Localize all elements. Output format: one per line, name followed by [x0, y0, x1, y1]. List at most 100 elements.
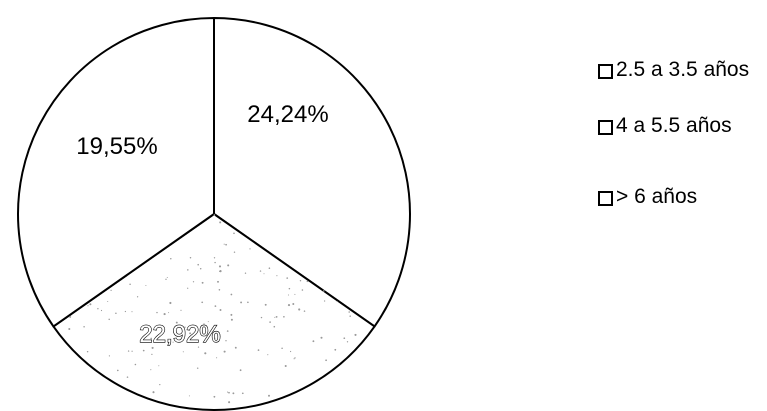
stipple-dot — [276, 275, 278, 277]
stipple-dot — [197, 346, 200, 348]
stipple-dot — [129, 283, 131, 285]
stipple-dot — [306, 280, 309, 283]
stipple-dot — [336, 301, 338, 303]
stipple-dot — [264, 303, 267, 306]
stipple-dot — [127, 350, 130, 352]
stipple-dot — [131, 350, 133, 352]
legend-swatch-4-a-5-5 — [598, 120, 613, 135]
stipple-dot — [346, 341, 349, 343]
stipple-dot — [249, 248, 251, 250]
data-label-2-5-a-3-5: 24,24% — [247, 101, 328, 128]
stipple-dot — [290, 350, 292, 353]
stipple-dot — [234, 346, 237, 349]
stipple-dot — [214, 337, 216, 339]
stipple-dot — [343, 337, 346, 340]
stipple-dot — [293, 358, 295, 360]
stipple-dot — [203, 323, 205, 325]
stipple-dot — [299, 279, 302, 282]
stipple-dot — [218, 265, 222, 268]
stipple-dot — [175, 321, 178, 324]
stipple-dot — [136, 296, 139, 298]
stipple-dot — [232, 392, 235, 395]
stipple-dot — [131, 311, 133, 313]
stipple-dot — [189, 256, 192, 259]
stipple-dot — [223, 350, 226, 353]
stipple-dot — [87, 305, 89, 307]
stipple-dot — [214, 261, 216, 264]
stipple-dot — [83, 325, 85, 328]
stipple-dot — [152, 391, 155, 394]
stipple-dot — [334, 348, 337, 351]
stipple-dot — [163, 313, 166, 316]
legend-label-2-5-a-3-5: 2.5 a 3.5 años — [616, 58, 750, 81]
stipple-dot — [239, 369, 242, 372]
stipple-dot — [260, 316, 263, 319]
stipple-dot — [134, 363, 137, 366]
stipple-dot — [187, 269, 189, 271]
stipple-dot — [216, 357, 218, 359]
stipple-dot — [89, 303, 92, 306]
stipple-dot — [108, 318, 110, 321]
stipple-dot — [267, 354, 269, 356]
stipple-dot — [124, 310, 127, 313]
stipple-dot — [150, 369, 152, 371]
stipple-dot — [228, 401, 231, 404]
legend-item-2-5-a-3-5: 2.5 a 3.5 años — [598, 58, 766, 82]
stipple-dot — [284, 364, 287, 368]
stipple-dot — [219, 270, 222, 273]
stipple-dot — [107, 300, 109, 303]
stipple-dot — [187, 287, 189, 289]
stipple-dot — [287, 304, 291, 307]
stipple-dot — [150, 337, 153, 340]
stipple-dot — [226, 330, 229, 332]
stipple-dot — [273, 325, 276, 328]
stipple-dot — [268, 267, 271, 269]
stipple-dot — [241, 392, 244, 395]
stipple-dot — [218, 289, 221, 291]
stipple-dot — [151, 346, 154, 349]
stipple-dot — [100, 309, 103, 312]
pie-slices — [17, 17, 411, 411]
stipple-dot — [348, 311, 350, 313]
stipple-dot — [227, 391, 229, 393]
stipple-dot — [244, 272, 247, 274]
stipple-dot — [196, 367, 199, 369]
stipple-dot — [323, 300, 326, 302]
stipple-dot — [230, 293, 233, 296]
stipple-dot — [165, 278, 167, 281]
stipple-dot — [182, 351, 184, 353]
stipple-dot — [288, 287, 291, 290]
stipple-dot — [108, 355, 110, 357]
stipple-dot — [110, 289, 112, 292]
stipple-dot — [116, 369, 119, 372]
stipple-dot — [233, 232, 235, 235]
stipple-dot — [263, 273, 265, 275]
stipple-dot — [207, 321, 209, 323]
stipple-dot — [281, 347, 283, 350]
stipple-dot — [268, 394, 270, 397]
stipple-dot — [188, 395, 190, 397]
stipple-dot — [86, 350, 89, 353]
stipple-dot — [166, 276, 168, 279]
stipple-dot — [294, 293, 296, 295]
stipple-dot — [287, 294, 290, 296]
stipple-dot — [230, 313, 233, 316]
stipple-dot — [204, 352, 207, 355]
legend-label-4-a-5-5: 4 a 5.5 años — [616, 114, 732, 137]
stipple-dot — [283, 315, 285, 318]
slice-2-5-a-3-5 — [213, 17, 411, 328]
stipple-dot — [354, 333, 357, 336]
stipple-dot — [292, 303, 295, 305]
stipple-dot — [223, 243, 225, 245]
stipple-dot — [68, 327, 71, 331]
stipple-dot — [286, 277, 289, 279]
stipple-dot — [213, 395, 216, 398]
stipple-dot — [230, 318, 233, 321]
legend-swatch-2-5-a-3-5 — [598, 64, 613, 79]
stipple-dot — [184, 326, 186, 328]
legend-item-mayor-6: > 6 años — [598, 185, 766, 209]
slice-4-a-5-5 — [52, 213, 376, 411]
stipple-dot — [158, 365, 160, 367]
stipple-dot — [228, 391, 230, 394]
stipple-dot — [274, 316, 276, 318]
